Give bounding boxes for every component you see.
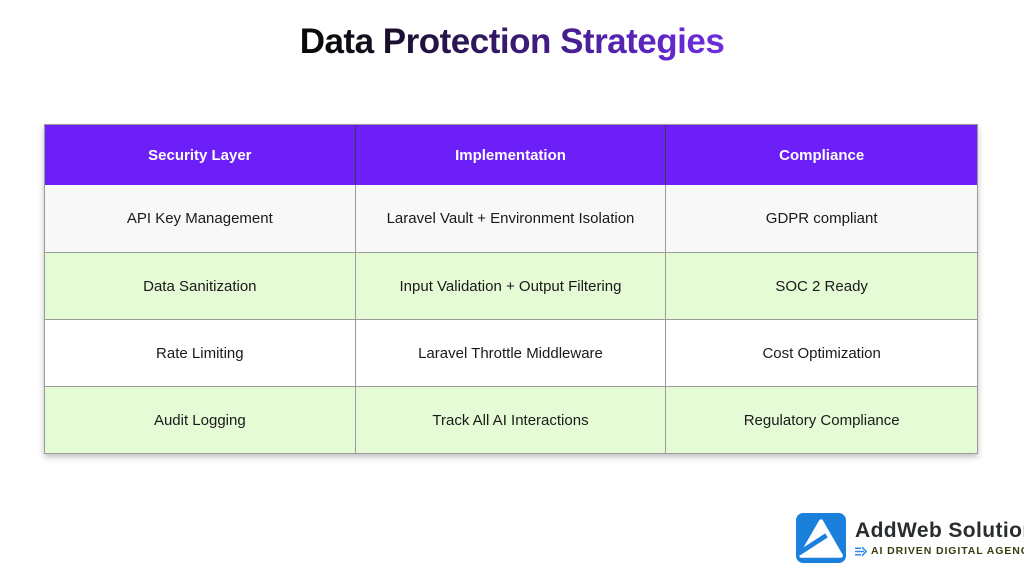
table-cell: Input Validation + Output Filtering [356,253,667,319]
table-body: API Key Management Laravel Vault + Enviro… [45,185,977,453]
addweb-logo-tagline: AI DRIVEN DIGITAL AGENCY [855,545,1024,557]
table-cell: Audit Logging [45,387,356,453]
page-title: Data Protection Strategies [0,22,1024,62]
table-cell: API Key Management [45,185,356,252]
header-cell: Compliance [779,146,865,164]
table-cell: Rate Limiting [45,320,356,386]
table-cell: Track All AI Interactions [356,387,667,453]
table-row: Data Sanitization Input Validation + Outp… [45,252,977,319]
header-cell: Security Layer [45,125,356,185]
table-cell: Cost Optimization [762,344,881,362]
table-cell: Data Sanitization [45,253,356,319]
wind-right-icon [855,546,867,556]
table-cell: Regulatory Compliance [743,411,900,429]
table-row: Audit Logging Track All AI Interactions Re… [45,386,977,453]
table-header-row: Security Layer Implementation Compliance [45,125,977,185]
table-cell: Laravel Vault + Environment Isolation [356,185,667,252]
table-row: Rate Limiting Laravel Throttle Middleware… [45,319,977,386]
tagline-text: AI DRIVEN DIGITAL AGENCY [871,545,1024,558]
table-cell: SOC 2 Ready [775,277,868,295]
addweb-logo-icon [796,513,846,563]
strategies-table: Security Layer Implementation Compliance A… [44,124,978,454]
table-cell: GDPR compliant [765,210,878,227]
table-cell: Laravel Throttle Middleware [356,320,667,386]
header-cell: Implementation [356,125,667,185]
addweb-logo: AddWeb Solution AI DRIVEN DIGITAL AGENCY [796,513,1024,563]
addweb-logo-name: AddWeb Solution [855,518,1024,542]
table-row: API Key Management Laravel Vault + Enviro… [45,185,977,252]
